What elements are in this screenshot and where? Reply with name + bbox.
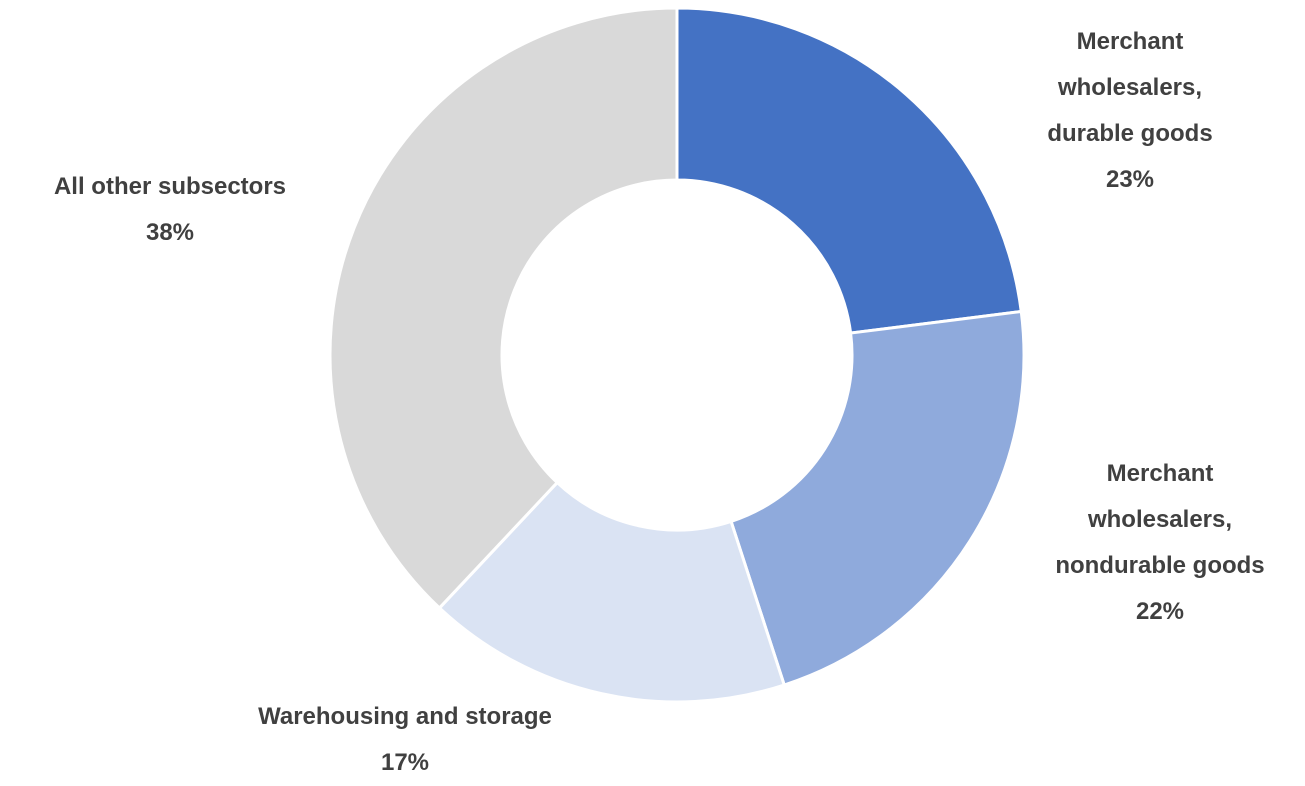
category-label: Merchant wholesalers, durable goods (1047, 28, 1213, 147)
slice-label: Warehousing and storage 17% (258, 694, 552, 786)
donut-slice (675, 6, 1023, 335)
value-label: 38% (145, 219, 195, 246)
donut-slice (729, 309, 1026, 687)
slice-label: All other subsectors 38% (54, 164, 286, 256)
slice-label: Merchant wholesalers, durable goods 23% (1020, 19, 1240, 203)
value-label: 23% (1105, 166, 1155, 193)
category-label: All other subsectors (53, 173, 287, 200)
category-label: Warehousing and storage (258, 703, 552, 730)
slice-label: Merchant wholesalers, nondurable goods 2… (1050, 451, 1270, 635)
value-label: 22% (1135, 598, 1185, 625)
value-label: 17% (380, 749, 430, 776)
donut-slice (328, 6, 679, 611)
category-label: Merchant wholesalers, nondurable goods (1055, 460, 1265, 579)
donut-slice (437, 480, 787, 704)
